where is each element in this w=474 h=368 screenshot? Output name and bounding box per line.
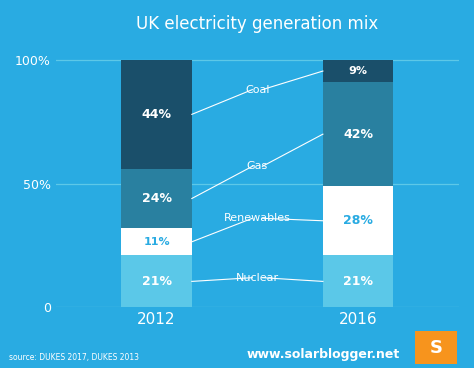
Text: 44%: 44% [142, 108, 172, 121]
Text: 11%: 11% [143, 237, 170, 247]
Text: 42%: 42% [343, 128, 373, 141]
Bar [323, 60, 393, 82]
Text: Nuclear: Nuclear [236, 273, 279, 283]
Bar [323, 82, 393, 186]
Bar [121, 228, 192, 255]
Text: 21%: 21% [142, 275, 172, 288]
Text: 28%: 28% [343, 214, 373, 227]
Bar [121, 255, 192, 307]
Text: S: S [429, 339, 443, 357]
Title: UK electricity generation mix: UK electricity generation mix [136, 15, 379, 33]
Text: Renewables: Renewables [224, 213, 291, 223]
Text: 24%: 24% [142, 192, 172, 205]
Bar [323, 255, 393, 307]
Bar [121, 60, 192, 169]
Text: Gas: Gas [247, 161, 268, 171]
Text: 21%: 21% [343, 275, 373, 288]
Text: www.solarblogger.net: www.solarblogger.net [246, 348, 400, 361]
Text: 9%: 9% [349, 66, 368, 76]
Bar [121, 169, 192, 228]
Bar [323, 186, 393, 255]
Text: source: DUKES 2017, DUKES 2013: source: DUKES 2017, DUKES 2013 [9, 354, 139, 362]
Text: Coal: Coal [245, 85, 270, 95]
